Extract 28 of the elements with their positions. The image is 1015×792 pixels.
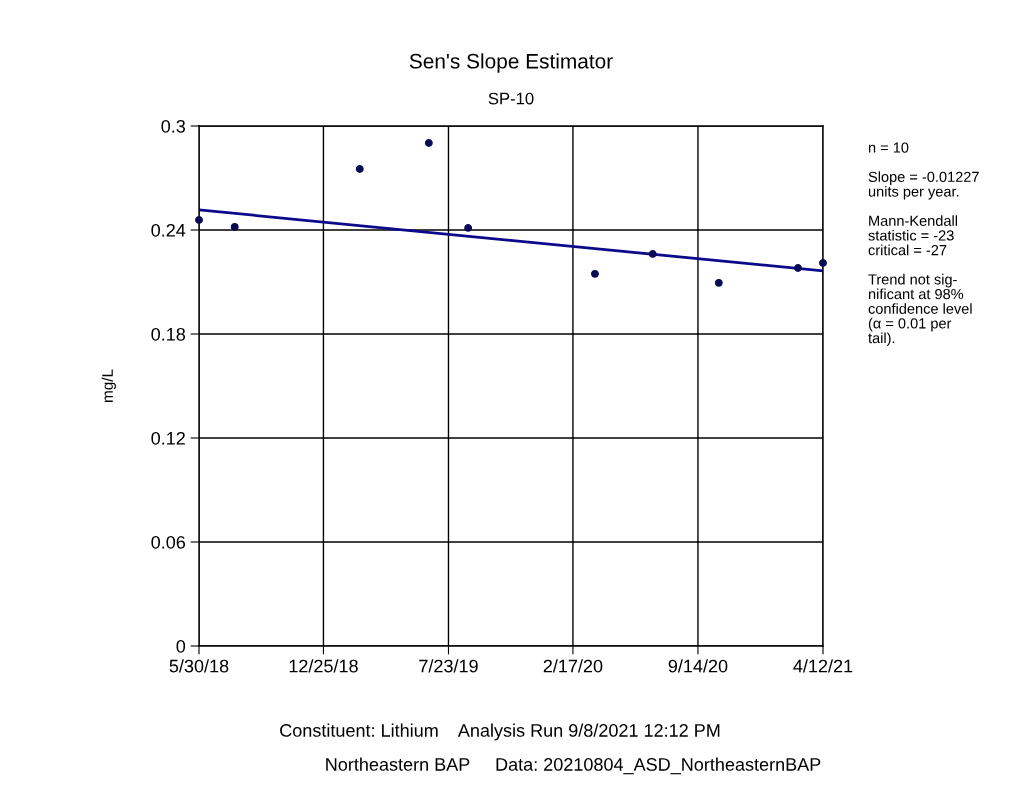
point [355, 165, 364, 173]
x-tick-label: 4/12/21 [793, 659, 853, 673]
point [230, 222, 239, 231]
text: Constituent: Lithium Analysis Run 9/8/2021 12:12 PM [280, 723, 720, 741]
point [714, 278, 723, 287]
text: Northeastern BAP Data: 20210804_ASD_NortheasternBAP [326, 757, 821, 775]
y-tick-label: 0.18 [151, 327, 186, 341]
x-tick-label: 9/14/20 [668, 659, 728, 673]
point [794, 264, 802, 272]
point [195, 215, 203, 224]
point [424, 139, 433, 147]
x-tick-label: 5/30/18 [169, 659, 229, 673]
text: n = 10 Slope = -0.01227 units per year. Mann-Kendall statistic = -23 critical = -27 Trend not sig- nificant at 98% confidence level (α = 0.01 per tail). [868, 142, 979, 347]
x-tick-label: 2/17/20 [543, 659, 603, 673]
y-axis-title: mg/L [101, 369, 116, 402]
x-tick-label: 12/25/18 [289, 659, 358, 673]
y-tick-label: 0 [176, 639, 186, 653]
point [591, 269, 599, 278]
y-tick-label: 0.12 [151, 431, 185, 445]
point [648, 249, 657, 258]
y-tick-label: 0.24 [151, 223, 186, 237]
point [819, 258, 827, 267]
chart-subtitle: SP-10 [488, 92, 534, 105]
point [464, 223, 473, 232]
chart-title: Sen's Slope Estimator [409, 53, 613, 73]
x-tick-label: 7/23/19 [419, 659, 478, 673]
y-tick-label: 0.3 [161, 119, 186, 133]
y-tick-label: 0.06 [151, 535, 186, 549]
